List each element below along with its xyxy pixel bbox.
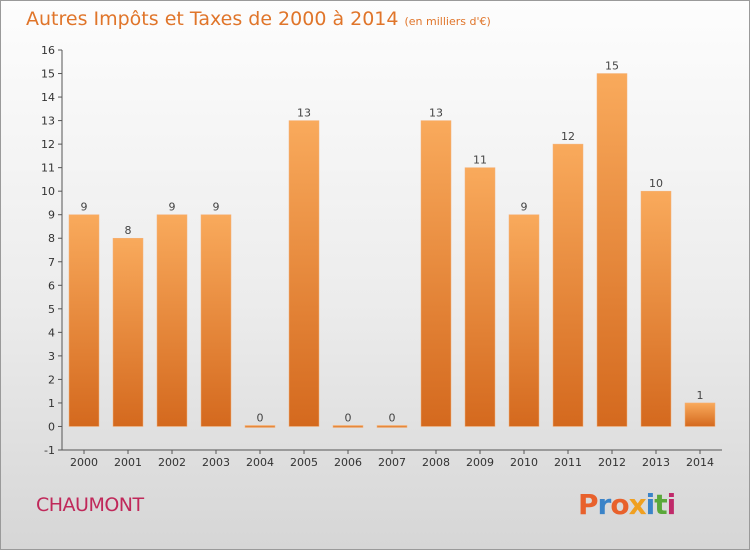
- y-tick-label: 8: [48, 232, 55, 245]
- bar-2003: [200, 214, 232, 427]
- y-tick-label: -1: [44, 444, 55, 457]
- y-tick-label: 13: [41, 115, 55, 128]
- data-label-2011: 12: [561, 130, 575, 143]
- x-tick-label-2005: 2005: [290, 456, 318, 469]
- y-tick-label: 3: [48, 350, 55, 363]
- logo-letter: i: [645, 488, 656, 521]
- bar-2004: [244, 425, 276, 428]
- bar-2006: [332, 425, 364, 428]
- logo-letter: x: [628, 488, 647, 521]
- x-tick-label-2007: 2007: [378, 456, 406, 469]
- x-tick-label-2013: 2013: [642, 456, 670, 469]
- bars: 9 8 9 9 0 13 0 0 13 11 9 12 15 10 1: [68, 60, 716, 428]
- x-tick-label-2014: 2014: [686, 456, 714, 469]
- y-tick-label: 5: [48, 303, 55, 316]
- city-name: CHAUMONT: [36, 494, 144, 516]
- x-tick-label-2011: 2011: [554, 456, 582, 469]
- y-tick-label: 4: [48, 326, 55, 339]
- bar-2005: [288, 120, 320, 427]
- x-tick-label-2001: 2001: [114, 456, 142, 469]
- bar-2012: [596, 73, 628, 427]
- y-tick-label: 1: [48, 397, 55, 410]
- bar-2007: [376, 425, 408, 428]
- x-tick-label-2002: 2002: [158, 456, 186, 469]
- x-tick-label-2009: 2009: [466, 456, 494, 469]
- bar-2013: [640, 190, 672, 427]
- bar-2008: [420, 120, 452, 427]
- logo-letter: i: [666, 488, 677, 521]
- data-label-2012: 15: [605, 60, 619, 73]
- x-tick-label-2010: 2010: [510, 456, 538, 469]
- bar-2000: [68, 214, 100, 427]
- y-tick-label: 0: [48, 420, 55, 433]
- logo-letter: r: [597, 488, 612, 521]
- x-tick-label-2003: 2003: [202, 456, 230, 469]
- y-tick-label: 16: [41, 44, 55, 57]
- data-label-2001: 8: [125, 224, 132, 237]
- x-tick-label-2008: 2008: [422, 456, 450, 469]
- x-axis: 2000 2001 2002 2003 2004 2005 2006 2007 2008 2009…: [62, 449, 722, 469]
- logo-letter: o: [610, 488, 629, 521]
- logo-letter: t: [654, 488, 667, 521]
- data-label-2009: 11: [473, 154, 487, 167]
- bar-2009: [464, 167, 496, 427]
- proxiti-logo[interactable]: Proxiti: [578, 488, 677, 521]
- data-label-2010: 9: [521, 201, 528, 214]
- x-tick-label-2006: 2006: [334, 456, 362, 469]
- bar-2002: [156, 214, 188, 427]
- y-tick-label: 10: [41, 185, 55, 198]
- y-tick-label: 14: [41, 91, 55, 104]
- data-label-2008: 13: [429, 107, 443, 120]
- y-tick-label: 7: [48, 256, 55, 269]
- data-label-2014: 1: [697, 389, 704, 402]
- x-tick-label-2012: 2012: [598, 456, 626, 469]
- data-label-2007: 0: [389, 411, 396, 424]
- logo-letter: P: [578, 488, 599, 521]
- x-tick-label-2004: 2004: [246, 456, 274, 469]
- data-label-2013: 10: [649, 177, 663, 190]
- y-tick-label: 11: [41, 162, 55, 175]
- chart-unit: (en milliers d'€): [404, 15, 491, 28]
- data-label-2005: 13: [297, 107, 311, 120]
- y-tick-label: 9: [48, 209, 55, 222]
- x-tick-label-2000: 2000: [70, 456, 98, 469]
- data-label-2003: 9: [213, 201, 220, 214]
- chart-title: Autres Impôts et Taxes de 2000 à 2014 (en…: [26, 8, 491, 30]
- bar-2011: [552, 143, 584, 427]
- data-label-2002: 9: [169, 201, 176, 214]
- data-label-2006: 0: [345, 411, 352, 424]
- bar-2010: [508, 214, 540, 427]
- data-label-2004: 0: [257, 411, 264, 424]
- chart-title-text: Autres Impôts et Taxes de 2000 à 2014: [26, 8, 399, 30]
- bar-2001: [112, 237, 144, 427]
- data-label-2000: 9: [81, 201, 88, 214]
- y-tick-label: 12: [41, 138, 55, 151]
- y-tick-label: 6: [48, 279, 55, 292]
- bar-2014: [684, 402, 716, 427]
- y-tick-label: 2: [48, 373, 55, 386]
- y-tick-label: 15: [41, 68, 55, 81]
